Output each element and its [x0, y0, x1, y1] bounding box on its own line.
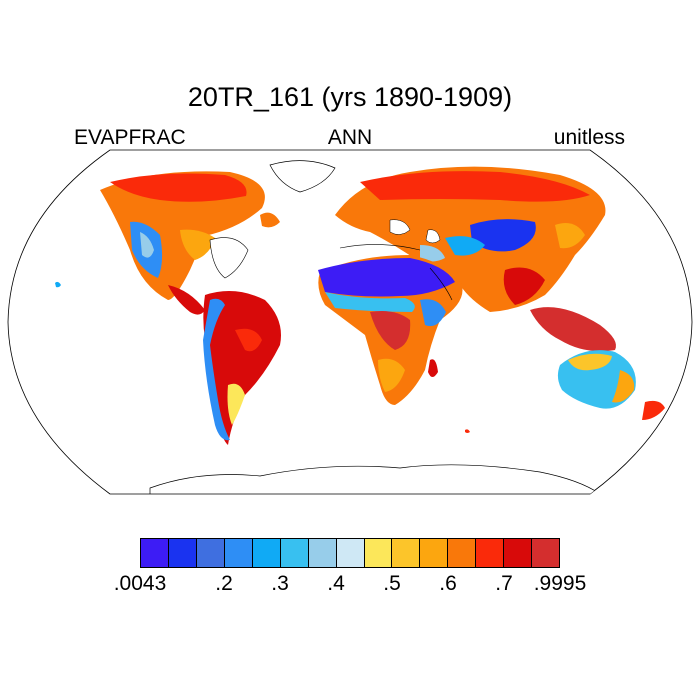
colorbar-tick-label: .6	[439, 572, 457, 595]
variable-label: EVAPFRAC	[74, 126, 186, 149]
antarctica	[149, 464, 602, 494]
colorbar-swatch	[141, 539, 169, 567]
colorbar-swatch	[252, 539, 281, 567]
colorbar-tick-label: .0043	[113, 572, 167, 595]
units-label: unitless	[553, 126, 625, 149]
colorbar-tick-label: .5	[383, 572, 401, 595]
colorbar-swatch	[476, 539, 505, 567]
colorbar-ticks: .0043 .2 .3 .4 .5 .6 .7 .9995	[0, 572, 700, 598]
colorbar-swatch	[448, 539, 477, 567]
north-america	[55, 171, 280, 315]
colorbar-swatch	[196, 539, 225, 567]
colorbar-tick-label: .7	[495, 572, 513, 595]
eurasia	[335, 166, 616, 352]
colorbar-tick-label: .3	[271, 572, 289, 595]
season-label: ANN	[327, 126, 373, 149]
colorbar-swatch	[168, 539, 197, 567]
south-america	[203, 291, 281, 445]
colorbar-swatch	[532, 539, 560, 567]
colorbar-swatch	[336, 539, 365, 567]
colorbar-tick-label: .4	[327, 572, 345, 595]
colorbar-tick-label: .9995	[533, 572, 587, 595]
colorbar-swatch	[280, 539, 309, 567]
australia	[465, 350, 665, 433]
colorbar-swatch	[504, 539, 533, 567]
colorbar-swatch	[392, 539, 421, 567]
colorbar-tick-label: .2	[215, 572, 233, 595]
colorbar-swatch	[364, 539, 393, 567]
colorbar-swatch	[224, 539, 253, 567]
colorbar-swatch	[420, 539, 449, 567]
colorbar	[140, 538, 560, 568]
plot-title: 20TR_161 (yrs 1890-1909)	[187, 82, 513, 112]
colorbar-swatch	[308, 539, 337, 567]
greenland	[269, 160, 336, 193]
africa	[318, 255, 463, 405]
